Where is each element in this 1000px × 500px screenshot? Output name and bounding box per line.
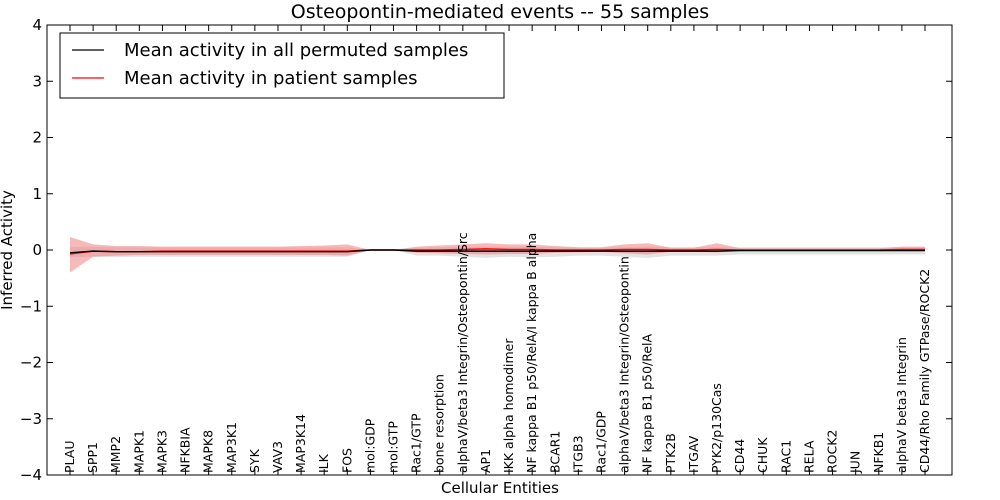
category-label: SPP1 — [85, 442, 100, 473]
category-label: alphaV beta3 Integrin — [894, 337, 909, 473]
category-label: mol:GDP — [362, 418, 377, 473]
legend-box — [59, 32, 505, 99]
category-label: PYK2/p130Cas — [709, 383, 724, 473]
category-label: Rac1/GTP — [409, 413, 424, 473]
category-label: ILK — [316, 453, 331, 473]
y-tick-label: −2 — [20, 354, 42, 372]
category-label: ROCK2 — [825, 430, 840, 473]
category-label: BCAR1 — [547, 431, 562, 473]
patient-band — [70, 237, 925, 273]
category-label: alphaV/beta3 Integrin/Osteopontin/Src — [455, 232, 470, 473]
y-axis-label: Inferred Activity — [0, 190, 16, 310]
legend: Mean activity in all permuted samples Me… — [59, 32, 505, 99]
category-label: MAPK8 — [201, 430, 216, 473]
y-tick-label: −1 — [20, 297, 42, 315]
y-tick-label: 3 — [32, 72, 42, 90]
legend-label-permuted: Mean activity in all permuted samples — [124, 40, 468, 61]
y-axis-ticks: −4 −3 −2 −1 0 1 2 3 4 — [20, 16, 952, 484]
category-labels: PLAU SPP1 MMP2 MAPK1 MAPK3 NFKBIA MAPK8 MAP3K1 S… — [62, 232, 932, 474]
category-label: VAV3 — [270, 441, 285, 473]
category-label: CD44 — [732, 439, 747, 473]
category-label: PLAU — [62, 441, 77, 474]
legend-label-patient: Mean activity in patient samples — [124, 68, 418, 89]
y-tick-label: −4 — [20, 466, 42, 484]
category-label: MAPK1 — [131, 430, 146, 473]
category-label: ITGB3 — [570, 435, 585, 473]
category-label: SYK — [247, 448, 262, 473]
category-label: NFKB1 — [871, 432, 886, 473]
category-label: bone resorption — [432, 374, 447, 473]
chart-title: Osteopontin-mediated events -- 55 sample… — [291, 1, 709, 23]
y-tick-label: −3 — [20, 410, 42, 428]
category-label: mol:GTP — [386, 421, 401, 473]
category-label: NF kappa B1 p50/RelA/I kappa B alpha — [524, 233, 539, 473]
category-label: MAPK3 — [154, 430, 169, 473]
category-label: MAP3K14 — [293, 414, 308, 473]
category-label: CHUK — [755, 437, 770, 473]
category-label: ITGAV — [686, 435, 701, 473]
category-label: AP1 — [478, 449, 493, 473]
category-label: RELA — [801, 440, 816, 473]
category-label: JUN — [848, 451, 863, 474]
category-label: NF kappa B1 p50/RelA — [640, 333, 655, 473]
permuted-mean-line — [69, 249, 925, 254]
category-label: RAC1 — [778, 440, 793, 473]
y-tick-label: 0 — [32, 241, 42, 259]
category-label: IKK alpha homodimer — [501, 338, 516, 473]
category-label: MMP2 — [108, 436, 123, 473]
category-label: FOS — [339, 448, 354, 473]
category-label: Rac1/GDP — [593, 411, 608, 473]
confidence-bands — [70, 237, 925, 273]
y-tick-label: 4 — [32, 16, 42, 34]
series-lines — [69, 248, 925, 255]
category-label: NFKBIA — [178, 427, 193, 473]
category-label: PTK2B — [663, 433, 678, 473]
category-label: CD44/Rho Family GTPase/ROCK2 — [917, 269, 932, 473]
category-label: alphaV/beta3 Integrin/Osteopontin — [617, 256, 632, 473]
y-tick-label: 1 — [32, 185, 42, 203]
x-axis-ticks — [69, 25, 926, 475]
y-tick-label: 2 — [32, 129, 42, 147]
category-label: MAP3K1 — [224, 422, 239, 473]
x-axis-label: Cellular Entities — [441, 479, 559, 497]
